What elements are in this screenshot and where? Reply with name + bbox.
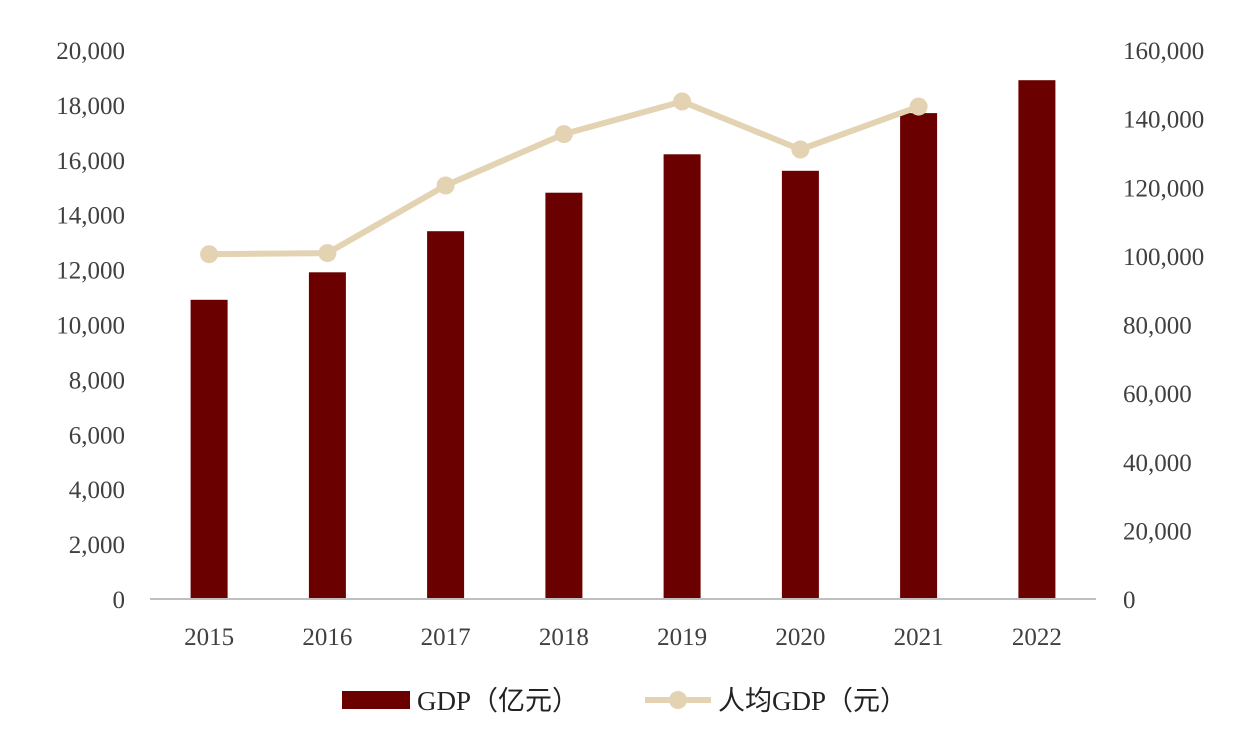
x-tick-label-2018: 2018 — [539, 624, 589, 651]
bar-gdp-2017 — [427, 231, 465, 599]
x-tick-label-2020: 2020 — [775, 624, 825, 651]
x-tick-label-2017: 2017 — [421, 624, 471, 651]
bar-gdp-2018 — [545, 192, 583, 599]
x-tick-label-2016: 2016 — [302, 624, 352, 651]
left-tick-label: 12,000 — [56, 258, 125, 285]
left-tick-label: 16,000 — [56, 148, 125, 175]
point-per-capita-gdp-2016 — [318, 244, 337, 263]
right-tick-label: 40,000 — [1123, 450, 1192, 477]
right-tick-label: 100,000 — [1123, 244, 1204, 271]
point-per-capita-gdp-2018 — [554, 125, 573, 144]
bar-gdp-2015 — [190, 299, 228, 599]
left-tick-label: 14,000 — [56, 203, 125, 230]
legend-label-per-capita: 人均GDP（元） — [718, 686, 907, 716]
x-tick-label-2021: 2021 — [894, 624, 944, 651]
legend: GDP（亿元） 人均GDP（元） — [342, 686, 907, 716]
right-tick-label: 140,000 — [1123, 107, 1204, 134]
bar-gdp-2020 — [781, 170, 819, 600]
bar-gdp-2022 — [1018, 80, 1056, 599]
right-tick-label: 160,000 — [1123, 38, 1204, 65]
point-per-capita-gdp-2021 — [909, 97, 928, 116]
legend-swatch-gdp — [342, 691, 410, 709]
right-tick-label: 60,000 — [1123, 381, 1192, 408]
point-per-capita-gdp-2020 — [791, 140, 810, 159]
left-tick-label: 6,000 — [69, 422, 125, 449]
left-tick-label: 20,000 — [56, 38, 125, 65]
left-tick-label: 8,000 — [69, 367, 125, 394]
legend-marker-per-capita — [669, 691, 687, 709]
point-per-capita-gdp-2017 — [436, 176, 455, 195]
legend-label-gdp: GDP（亿元） — [417, 686, 579, 716]
point-per-capita-gdp-2019 — [673, 92, 692, 111]
bar-gdp-2016 — [308, 272, 346, 599]
left-axis-ticks: 0 2,000 4,000 6,000 8,000 10,000 12,000 14,000 1… — [56, 38, 125, 614]
bar-gdp-2021 — [900, 113, 938, 599]
right-tick-label: 20,000 — [1123, 518, 1192, 545]
right-tick-label: 120,000 — [1123, 175, 1204, 202]
bars-layer — [190, 80, 1056, 600]
point-per-capita-gdp-2015 — [200, 245, 219, 264]
line-layer — [200, 92, 928, 264]
right-tick-label: 0 — [1123, 587, 1136, 614]
left-tick-label: 0 — [113, 587, 126, 614]
left-tick-label: 18,000 — [56, 93, 125, 120]
right-axis-ticks: 0 20,000 40,000 60,000 80,000 100,000 120,000 1… — [1123, 38, 1204, 614]
x-tick-label-2022: 2022 — [1012, 624, 1062, 651]
x-tick-label-2015: 2015 — [184, 624, 234, 651]
x-tick-label-2019: 2019 — [657, 624, 707, 651]
left-tick-label: 2,000 — [69, 532, 125, 559]
bar-gdp-2019 — [663, 154, 701, 600]
right-tick-label: 80,000 — [1123, 313, 1192, 340]
x-axis-ticks: 2015 2016 2017 2018 2019 2020 2021 2022 — [184, 624, 1062, 651]
left-tick-label: 10,000 — [56, 313, 125, 340]
left-tick-label: 4,000 — [69, 477, 125, 504]
